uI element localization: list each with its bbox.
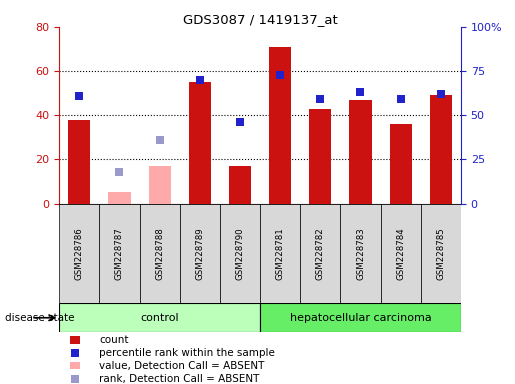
Text: value, Detection Call = ABSENT: value, Detection Call = ABSENT	[99, 361, 265, 371]
Bar	[140, 204, 180, 303]
Point	[71, 376, 79, 382]
Point	[316, 96, 324, 103]
Point	[437, 91, 445, 97]
Point	[356, 89, 365, 95]
Bar	[71, 362, 80, 369]
Bar	[68, 120, 90, 204]
Bar	[421, 204, 461, 303]
Bar	[310, 109, 331, 204]
Bar	[59, 303, 260, 332]
Bar	[189, 82, 211, 204]
Bar	[99, 204, 140, 303]
Point	[397, 96, 405, 103]
Text: disease state: disease state	[5, 313, 75, 323]
Bar	[180, 204, 220, 303]
Point	[236, 119, 244, 125]
Text: GSM228784: GSM228784	[396, 227, 405, 280]
Text: GSM228789: GSM228789	[195, 227, 204, 280]
Bar	[340, 204, 381, 303]
Bar	[269, 47, 291, 204]
Text: GSM228790: GSM228790	[235, 227, 245, 280]
Text: GSM228781: GSM228781	[276, 227, 285, 280]
Bar	[59, 204, 99, 303]
Point	[276, 71, 284, 78]
Bar	[220, 204, 260, 303]
Bar	[390, 124, 411, 204]
Text: hepatocellular carcinoma: hepatocellular carcinoma	[289, 313, 432, 323]
Bar	[430, 95, 452, 204]
Text: GSM228782: GSM228782	[316, 227, 325, 280]
Bar	[71, 336, 80, 344]
Text: percentile rank within the sample: percentile rank within the sample	[99, 348, 276, 358]
Point	[115, 169, 124, 175]
Bar	[300, 204, 340, 303]
Bar	[229, 166, 251, 204]
Text: GSM228786: GSM228786	[75, 227, 84, 280]
Text: GSM228785: GSM228785	[436, 227, 445, 280]
Bar	[109, 192, 130, 204]
Text: control: control	[140, 313, 179, 323]
Point	[196, 77, 204, 83]
Bar	[260, 303, 461, 332]
Text: GSM228788: GSM228788	[155, 227, 164, 280]
Title: GDS3087 / 1419137_at: GDS3087 / 1419137_at	[183, 13, 337, 26]
Point	[71, 350, 79, 356]
Text: rank, Detection Call = ABSENT: rank, Detection Call = ABSENT	[99, 374, 260, 384]
Text: GSM228783: GSM228783	[356, 227, 365, 280]
Text: count: count	[99, 335, 129, 345]
Bar	[350, 100, 371, 204]
Bar	[149, 166, 170, 204]
Bar	[260, 204, 300, 303]
Point	[75, 93, 83, 99]
Point	[156, 137, 164, 143]
Text: GSM228787: GSM228787	[115, 227, 124, 280]
Bar	[381, 204, 421, 303]
